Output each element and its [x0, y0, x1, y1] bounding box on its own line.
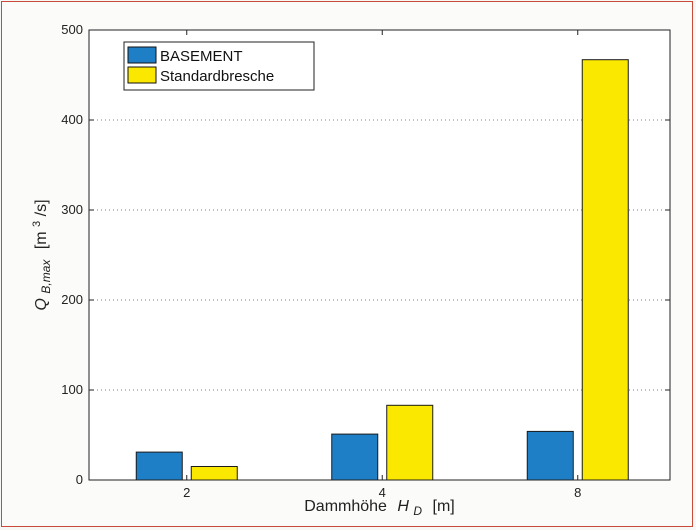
- legend-label-standardbresche: Standardbresche: [160, 68, 274, 85]
- x-tick-label: 8: [574, 485, 581, 500]
- legend-label-basement: BASEMENT: [160, 48, 243, 65]
- bar: [331, 433, 379, 481]
- bar: [386, 404, 434, 481]
- x-axis-label: Dammhöhe H D [m]: [304, 498, 455, 519]
- x-axis-ticks: 2 4 8: [183, 30, 581, 500]
- y-tick-label: 0: [76, 472, 83, 487]
- x-axis-label-unit: [m]: [433, 498, 455, 515]
- gridlines: [89, 119, 670, 391]
- bar: [526, 430, 574, 481]
- x-tick-label: 4: [379, 485, 386, 500]
- y-axis-label-subscript: B,max: [39, 259, 53, 294]
- bar: [581, 59, 629, 481]
- legend-swatch-basement: [127, 46, 157, 64]
- x-axis-label-text: Dammhöhe: [304, 498, 387, 515]
- x-axis-label-subscript: D: [413, 504, 422, 518]
- x-axis-label-symbol: H: [397, 498, 409, 515]
- y-tick-label: 200: [61, 292, 83, 307]
- bar: [135, 451, 183, 481]
- plot-border: [88, 29, 671, 481]
- y-axis-label-unit-end: /s]: [33, 199, 50, 216]
- y-tick-label: 400: [61, 112, 83, 127]
- x-tick-label: 2: [183, 485, 190, 500]
- bar: [190, 466, 238, 481]
- plot-area: [89, 30, 670, 480]
- legend: BASEMENT Standardbresche: [123, 41, 315, 91]
- y-axis-label: Q B,max [m 3 /s]: [27, 199, 54, 310]
- y-tick-label: 300: [61, 202, 83, 217]
- y-tick-label: 100: [61, 382, 83, 397]
- legend-swatch-standardbresche: [127, 66, 157, 84]
- y-axis-label-unit-start: [m: [33, 231, 50, 249]
- y-axis-label-symbol: Q: [33, 298, 50, 310]
- bars: [135, 59, 629, 481]
- y-axis-ticks: 0 100 200 300 400 500: [61, 22, 670, 487]
- y-tick-label: 500: [61, 22, 83, 37]
- y-axis-label-unit-superscript: 3: [31, 221, 43, 227]
